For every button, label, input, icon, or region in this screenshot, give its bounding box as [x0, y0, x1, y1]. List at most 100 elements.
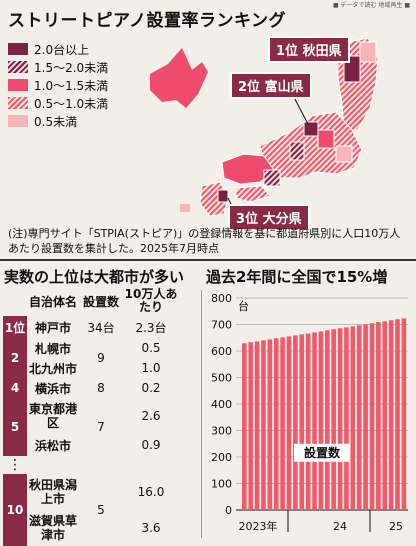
municipality-name: 札幌市	[34, 341, 71, 356]
table-row: 10 秋田県潟上市 5 16.0	[3, 474, 179, 546]
x-tick-label: 2023年	[239, 519, 278, 533]
chart-bar	[395, 319, 400, 510]
callout-third: 3位 大分県	[228, 204, 310, 231]
legend-swatch	[8, 115, 28, 127]
municipality-name: 秋田県潟上市	[28, 478, 77, 506]
chart-bar	[312, 332, 317, 510]
chart-bar	[369, 323, 375, 510]
legend-swatch	[8, 43, 28, 55]
header-cell-rank	[3, 286, 27, 316]
rank-badge: 1位	[3, 316, 27, 338]
legend-swatch	[8, 61, 28, 73]
central-sub-c	[289, 141, 305, 161]
annotation-box	[294, 443, 350, 462]
chart-bar	[388, 320, 394, 510]
per-capita-value: 1.0	[141, 361, 161, 375]
table-row: 滋賀県草津市 3.6	[3, 510, 179, 546]
rank-badge: 10	[3, 474, 27, 546]
y-tick-label: 100	[211, 478, 232, 491]
chart-annotation: 設置数	[304, 445, 341, 460]
ellipsis-mark: ⋮	[8, 457, 22, 473]
table-row: 北九州市 1.0	[3, 358, 179, 378]
municipality-name: 北九州市	[28, 361, 77, 376]
tohoku-sub	[359, 41, 377, 63]
callout-first: 1位 秋田県	[268, 36, 350, 63]
chart-bar	[248, 342, 253, 510]
count-value: 34台	[87, 320, 115, 335]
section-divider	[0, 259, 416, 261]
central-sub-b	[335, 145, 353, 163]
legend-label: 1.0〜1.5未満	[34, 78, 109, 93]
x-tick-label: 24	[333, 520, 347, 533]
hokkaido-region	[150, 48, 208, 108]
per-capita-value: 0.9	[141, 438, 161, 452]
rank-badge: 2	[3, 338, 27, 378]
header-bar: ■ データで読む 地域再生 ■	[0, 0, 416, 9]
okinawa-prefecture	[180, 204, 190, 212]
per-capita-value: 2.3台	[135, 320, 167, 335]
page-title: ストリートピアノ設置率ランキング	[8, 11, 286, 31]
per-capita-value: 2.6	[141, 409, 161, 423]
chart-bar	[382, 321, 388, 510]
left-section-title: 実数の上位は大都市が多い	[4, 268, 185, 286]
chart-bar	[273, 338, 279, 510]
chart-bar	[344, 327, 349, 510]
legend-label: 0.5〜1.0未満	[34, 96, 109, 111]
chart-bar	[337, 328, 343, 510]
y-tick-label: 500	[211, 372, 232, 385]
ellipsis-row: ⋮	[3, 456, 179, 474]
count-value: 8	[97, 381, 105, 395]
per-capita-value: 0.5	[141, 341, 161, 355]
toyama-prefecture	[303, 121, 319, 137]
per-capita-value: 3.6	[141, 521, 161, 535]
ranking-table: 自治体名 設置数 10万人あたり 1位 神戸市 34台 2.3台 2 札幌市 9…	[3, 286, 179, 546]
legend-swatch	[8, 97, 28, 109]
municipality-name: 浜松市	[34, 438, 71, 453]
y-tick-label: 200	[211, 451, 232, 464]
chart-bar	[331, 329, 336, 510]
japan-map	[150, 37, 379, 217]
table-row: 4 横浜市 8 0.2	[3, 378, 179, 398]
y-unit-label: 台	[238, 299, 249, 313]
chart-bar	[305, 333, 311, 510]
chart-bar	[356, 325, 362, 510]
count-value: 5	[97, 503, 105, 517]
legend-label: 1.5〜2.0未満	[34, 60, 109, 75]
table-row: 1位 神戸市 34台 2.3台	[3, 316, 179, 338]
map-legend: 2.0台以上 1.5〜2.0未満 1.0〜1.5未満 0.5〜1.0未満 0.5…	[8, 40, 108, 130]
oita-prefecture	[217, 189, 229, 203]
municipality-name: 東京都港区	[28, 402, 77, 430]
header-tag: ■ データで読む 地域再生 ■	[332, 2, 410, 9]
callout-second: 2位 富山県	[230, 72, 312, 99]
footnote: (注)専門サイト「STPIA(ストピア)」の登録情報を基に都道府県別に人口10万…	[8, 227, 401, 255]
kansai-sub	[263, 169, 281, 187]
count-value: 7	[97, 420, 105, 434]
chart-bar	[254, 341, 260, 510]
column-divider	[201, 290, 202, 538]
y-tick-label: 700	[211, 319, 232, 332]
y-tick-label: 300	[211, 425, 232, 438]
municipality-name: 横浜市	[34, 381, 71, 396]
per-capita-value: 0.2	[141, 381, 161, 395]
chart-bar	[242, 343, 247, 510]
rank-badge: 5	[3, 398, 27, 456]
y-tick-label: 600	[211, 345, 232, 358]
table-header: 自治体名 設置数 10万人あたり	[3, 286, 179, 316]
y-tick-label: 0	[225, 504, 232, 517]
legend-item: 0.5未満	[8, 112, 108, 130]
chart-bar	[401, 318, 407, 510]
chart-bar	[376, 322, 381, 510]
chart-bar	[318, 331, 324, 510]
x-tick-label: 25	[389, 520, 403, 533]
table-row: 5 東京都港区 7 2.6	[3, 398, 179, 456]
legend-swatch	[8, 79, 28, 91]
chart-title: 過去2年間に全国で15%増	[206, 268, 388, 286]
per-capita-value: 16.0	[137, 485, 165, 499]
legend-item: 1.5〜2.0未満	[8, 58, 108, 76]
chart-bar	[261, 340, 266, 510]
central-sub-a	[317, 129, 335, 149]
chart-bar	[350, 326, 356, 510]
chart-bar	[267, 339, 273, 510]
municipality-name: 滋賀県草津市	[28, 514, 77, 542]
